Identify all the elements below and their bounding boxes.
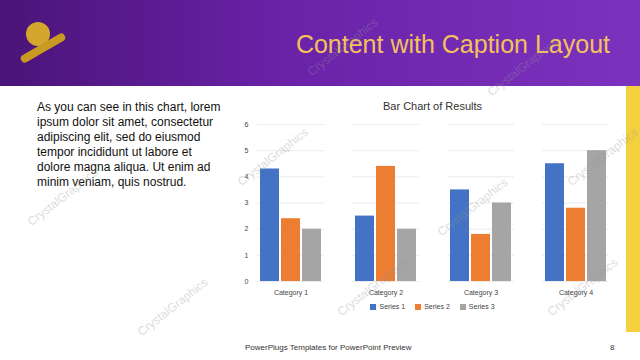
svg-text:5: 5: [245, 147, 249, 154]
svg-text:Category 3: Category 3: [464, 289, 498, 297]
svg-text:4: 4: [245, 173, 249, 180]
svg-text:Category 2: Category 2: [369, 289, 403, 297]
svg-text:3: 3: [245, 199, 249, 206]
svg-text:6: 6: [245, 121, 249, 128]
svg-text:0: 0: [245, 278, 249, 285]
svg-text:1: 1: [245, 252, 249, 259]
svg-text:Category 4: Category 4: [559, 289, 593, 297]
svg-text:2: 2: [245, 225, 249, 232]
svg-text:Category 1: Category 1: [274, 289, 308, 297]
